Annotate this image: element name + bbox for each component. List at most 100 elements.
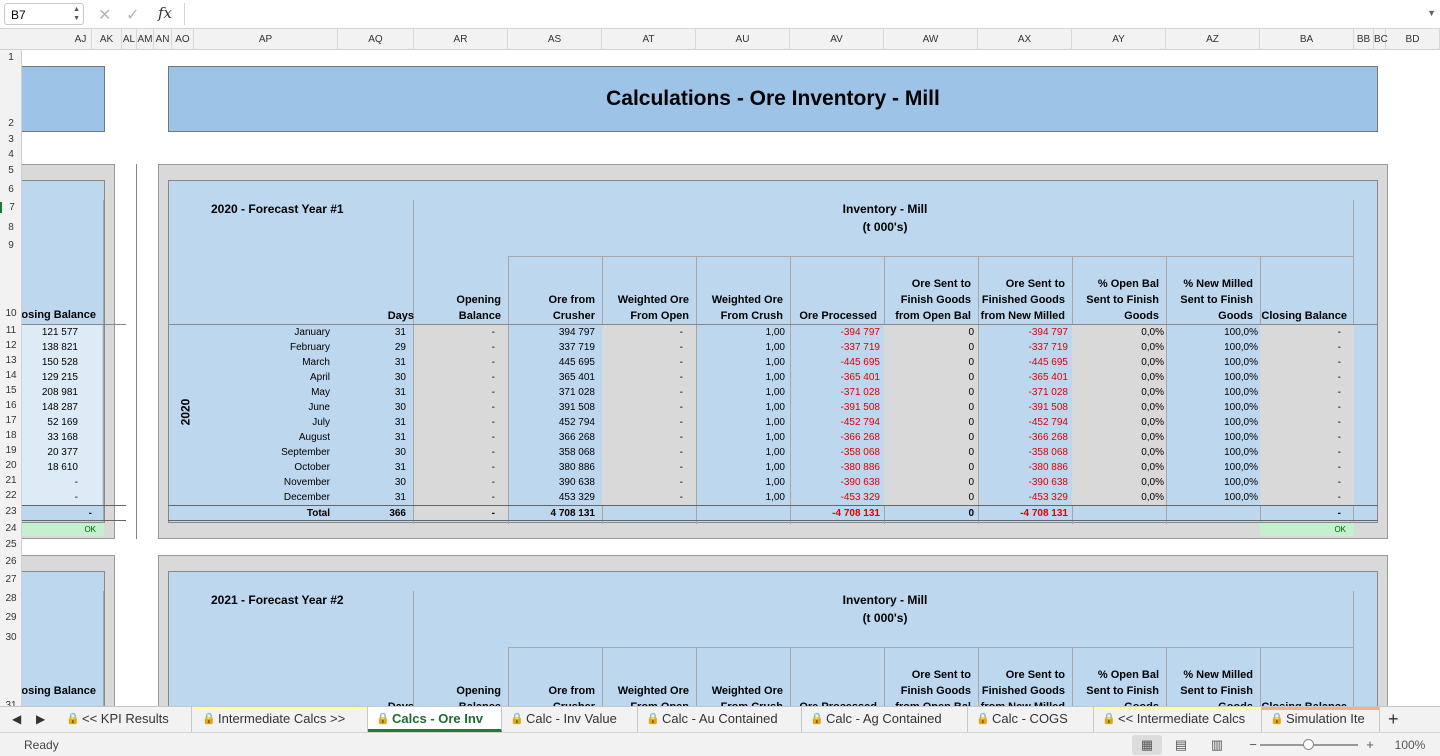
normal-view-icon[interactable]: ▦ [1132, 735, 1162, 755]
crusher-cell[interactable]: 391 508 [558, 402, 595, 413]
left-closing-cell[interactable]: 20 377 [47, 447, 78, 458]
row-header[interactable]: 4 [8, 149, 14, 160]
row-header[interactable]: 7 [0, 202, 21, 213]
column-header[interactable]: AO [172, 29, 194, 50]
pct-new-cell[interactable]: 100,0% [1224, 477, 1258, 488]
closing-cell[interactable]: - [1337, 342, 1341, 353]
closing-cell[interactable]: - [1337, 447, 1341, 458]
total-closing[interactable]: - [1337, 508, 1341, 519]
sent-open-cell[interactable]: 0 [968, 432, 974, 443]
sent-new-cell[interactable]: -453 329 [1028, 492, 1068, 503]
closing-cell[interactable]: - [1337, 417, 1341, 428]
zoom-slider-knob[interactable] [1303, 739, 1314, 750]
sent-open-cell[interactable]: 0 [968, 372, 974, 383]
left-closing-cell[interactable]: 18 610 [47, 462, 78, 473]
sent-new-cell[interactable]: -380 886 [1028, 462, 1068, 473]
weighted-open-cell[interactable]: - [679, 477, 683, 488]
page-layout-view-icon[interactable]: ▤ [1174, 737, 1188, 752]
row-header[interactable]: 5 [8, 165, 14, 176]
next-sheet-icon[interactable]: ▶ [36, 712, 46, 726]
pct-open-cell[interactable]: 0,0% [1141, 402, 1164, 413]
closing-cell[interactable]: - [1337, 492, 1341, 503]
closing-cell[interactable]: - [1337, 477, 1341, 488]
sent-new-cell[interactable]: -390 638 [1028, 477, 1068, 488]
weighted-crush-cell[interactable]: 1,00 [765, 387, 785, 398]
processed-cell[interactable]: -358 068 [840, 447, 880, 458]
opening-cell[interactable]: - [491, 492, 495, 503]
zoom-out-icon[interactable]: − [1249, 737, 1257, 752]
processed-cell[interactable]: -394 797 [840, 327, 880, 338]
column-header[interactable]: AL [122, 29, 137, 50]
processed-cell[interactable]: -380 886 [840, 462, 880, 473]
sent-new-cell[interactable]: -371 028 [1028, 387, 1068, 398]
days-cell[interactable]: 30 [394, 477, 406, 488]
crusher-cell[interactable]: 390 638 [558, 477, 595, 488]
pct-new-cell[interactable]: 100,0% [1224, 432, 1258, 443]
pct-new-cell[interactable]: 100,0% [1224, 447, 1258, 458]
crusher-cell[interactable]: 453 329 [558, 492, 595, 503]
pct-open-cell[interactable]: 0,0% [1141, 387, 1164, 398]
days-cell[interactable]: 31 [394, 492, 406, 503]
weighted-open-cell[interactable]: - [679, 462, 683, 473]
processed-cell[interactable]: -337 719 [840, 342, 880, 353]
expand-formula-bar-icon[interactable]: ▼ [1427, 8, 1436, 18]
left-closing-cell[interactable]: - [74, 477, 78, 488]
sheet-tab[interactable]: 🔒 Calc - Ag Contained [802, 707, 968, 732]
crusher-cell[interactable]: 452 794 [558, 417, 595, 428]
pct-open-cell[interactable]: 0,0% [1141, 357, 1164, 368]
sheet-tab[interactable]: 🔒 Calcs - Ore Inv [368, 707, 502, 732]
processed-cell[interactable]: -390 638 [840, 477, 880, 488]
sent-new-cell[interactable]: -337 719 [1028, 342, 1068, 353]
row-header[interactable]: 9 [8, 240, 14, 251]
column-header[interactable]: AQ [338, 29, 414, 50]
weighted-crush-cell[interactable]: 1,00 [765, 327, 785, 338]
weighted-open-cell[interactable]: - [679, 387, 683, 398]
month-cell[interactable]: May [311, 387, 330, 398]
month-cell[interactable]: June [308, 402, 330, 413]
pct-new-cell[interactable]: 100,0% [1224, 417, 1258, 428]
processed-cell[interactable]: -453 329 [840, 492, 880, 503]
days-cell[interactable]: 31 [394, 327, 406, 338]
total-days[interactable]: 366 [389, 508, 406, 519]
column-header[interactable]: AW [884, 29, 978, 50]
opening-cell[interactable]: - [491, 327, 495, 338]
month-cell[interactable]: July [312, 417, 330, 428]
pct-open-cell[interactable]: 0,0% [1141, 462, 1164, 473]
left-closing-cell[interactable]: 208 981 [41, 387, 78, 398]
row-header[interactable]: 6 [8, 184, 14, 195]
total-sent-new[interactable]: -4 708 131 [1020, 508, 1068, 519]
column-header[interactable]: BD [1386, 29, 1440, 50]
sheet-tab[interactable]: 🔒 Calc - Au Contained [638, 707, 802, 732]
pct-open-cell[interactable]: 0,0% [1141, 432, 1164, 443]
total-opening[interactable]: - [491, 508, 495, 519]
opening-cell[interactable]: - [491, 357, 495, 368]
opening-cell[interactable]: - [491, 477, 495, 488]
pct-new-cell[interactable]: 100,0% [1224, 342, 1258, 353]
add-sheet-icon[interactable]: + [1388, 709, 1399, 729]
total-label[interactable]: Total [306, 508, 330, 519]
processed-cell[interactable]: -445 695 [840, 357, 880, 368]
month-cell[interactable]: February [289, 342, 330, 353]
crusher-cell[interactable]: 366 268 [558, 432, 595, 443]
days-cell[interactable]: 30 [394, 372, 406, 383]
crusher-cell[interactable]: 337 719 [558, 342, 595, 353]
closing-cell[interactable]: - [1337, 432, 1341, 443]
left-closing-cell[interactable]: 121 577 [41, 327, 78, 338]
crusher-cell[interactable]: 394 797 [558, 327, 595, 338]
column-header[interactable]: AN [154, 29, 172, 50]
days-cell[interactable]: 31 [394, 357, 406, 368]
column-header[interactable]: AP [194, 29, 338, 50]
month-cell[interactable]: October [294, 462, 330, 473]
zoom-level[interactable]: 100% [1394, 738, 1426, 752]
weighted-open-cell[interactable]: - [679, 402, 683, 413]
sent-new-cell[interactable]: -365 401 [1028, 372, 1068, 383]
weighted-crush-cell[interactable]: 1,00 [765, 462, 785, 473]
month-cell[interactable]: November [283, 477, 330, 488]
sent-open-cell[interactable]: 0 [968, 357, 974, 368]
column-header[interactable]: AK [92, 29, 122, 50]
closing-cell[interactable]: - [1337, 327, 1341, 338]
total-sent-open[interactable]: 0 [968, 508, 974, 519]
opening-cell[interactable]: - [491, 372, 495, 383]
row-header[interactable]: 3 [8, 134, 14, 145]
left-closing-cell[interactable]: - [74, 492, 78, 503]
